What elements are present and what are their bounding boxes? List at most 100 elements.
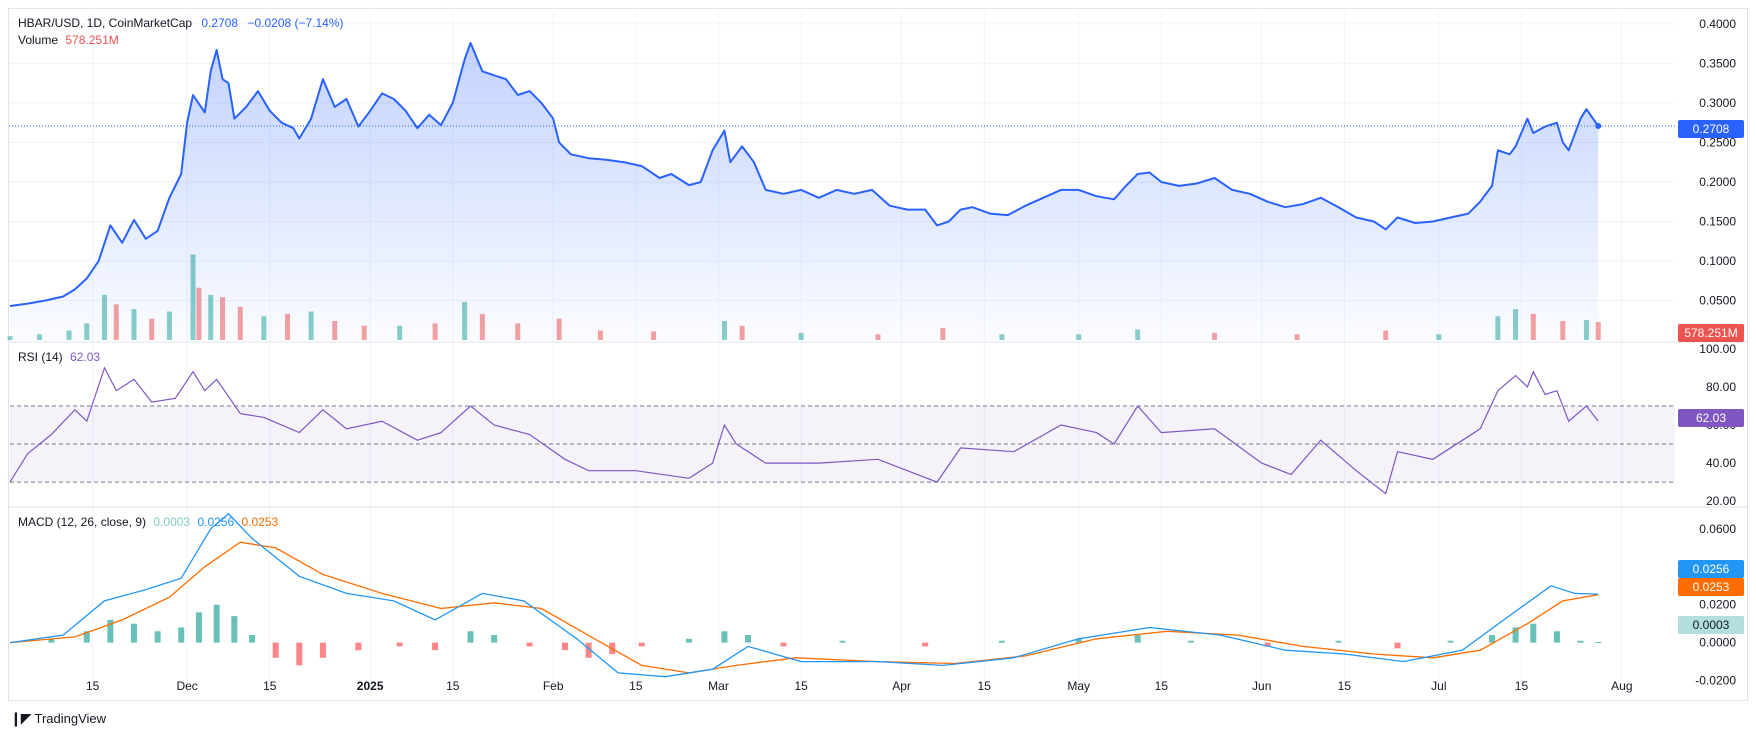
macd-hist-bar [1335,640,1342,643]
x-tick-label: May [1067,679,1090,693]
rsi-tick-label: 20.00 [1706,494,1736,508]
tradingview-logo-icon: ❙◤ [10,710,31,726]
x-tick-label: 15 [86,679,100,693]
rsi-tick-label: 80.00 [1706,380,1736,394]
macd-hist-bar [1264,642,1271,647]
rsi-badge: 62.03 [1678,409,1744,427]
macd-hist-bar [491,635,498,643]
macd-tick-label: -0.0200 [1695,674,1736,688]
price-tick-label: 0.3500 [1699,56,1736,70]
hist-badge: 0.0003 [1678,616,1744,634]
macd-hist-bar [526,642,533,647]
x-tick-label: 15 [1515,679,1529,693]
macd-hist-bar [1187,640,1194,643]
macd-legend[interactable]: MACD (12, 26, close, 9) 0.0003 0.0256 0.… [18,515,278,529]
price-tick-label: 0.1500 [1699,214,1736,228]
x-tick-label: 15 [978,679,992,693]
x-tick-label: Jul [1431,679,1446,693]
x-tick-label: 15 [794,679,808,693]
volume-label: Volume [18,33,59,47]
macd-hist-bar [998,640,1005,643]
macd-hist-bar [1447,640,1454,643]
price-tick-label: 0.1000 [1699,254,1736,268]
macd-hist-bar [1553,631,1560,643]
x-tick-label: 15 [629,679,643,693]
macd-badge: 0.0256 [1678,560,1744,578]
macd-tick-label: 0.0200 [1699,598,1736,612]
x-tick-label: 15 [1338,679,1352,693]
macd-hist-bar [1075,638,1082,643]
last-price: 0.2708 [201,16,239,30]
price-tick-label: 0.2500 [1699,135,1736,149]
macd-hist-bar [562,642,568,651]
macd-hist-bar [721,631,728,643]
price-legend[interactable]: HBAR/USD, 1D, CoinMarketCap 0.2708 −0.02… [18,16,344,30]
signal-badge: 0.0253 [1678,578,1744,596]
macd-tick-label: 0.0000 [1699,636,1736,650]
macd-hist-bar [780,642,787,647]
symbol-label: HBAR/USD, 1D, CoinMarketCap [18,16,193,30]
volume-bar [1595,321,1601,340]
macd-hist-bar [1394,642,1401,649]
macd-hist-bar [355,642,362,651]
macd-hist-bar [249,635,256,643]
macd-hist-bar [178,627,185,643]
price-badge: 0.2708 [1678,120,1744,138]
volume-badge: 578.251M [1678,324,1744,342]
x-tick-label: Mar [708,679,729,693]
macd-hist-bar [922,642,929,647]
macd-tick-label: 0.0600 [1699,522,1736,536]
macd-hist-bar [396,642,403,647]
macd-hist-bar [585,642,592,658]
rsi-tick-label: 40.00 [1706,456,1736,470]
macd-hist-bar [1134,635,1141,643]
last-price-point [1595,123,1602,130]
macd-hist-bar [296,642,303,666]
signal-line [9,541,1599,674]
x-tick-label: 2025 [357,679,384,693]
price-line [9,41,1600,307]
macd-hist-bar [48,638,55,643]
macd-hist-bar [195,612,202,643]
macd-hist-bar [231,616,238,643]
rsi-label: RSI (14) [18,350,63,364]
macd-hist-value: 0.0003 [153,515,191,529]
price-change: −0.0208 (−7.14%) [247,16,344,30]
macd-pane [9,512,1602,678]
macd-hist-bar [432,642,439,651]
macd-hist-bar [839,640,846,643]
macd-hist-bar [467,631,474,643]
macd-hist-bar [745,635,752,643]
rsi-value: 62.03 [70,350,101,364]
x-tick-label: 15 [1155,679,1169,693]
footer[interactable]: ❙◤ TradingView [10,710,106,727]
x-tick-label: Feb [543,679,564,693]
macd-hist-bar [1512,627,1519,643]
macd-hist-bar [107,619,114,643]
rsi-line [9,366,1599,495]
macd-hist-bar [1488,635,1495,643]
macd-hist-bar [1577,640,1584,643]
chart-frame [8,8,1748,701]
x-tick-label: Aug [1611,679,1632,693]
macd-hist-bar [83,631,90,643]
rsi-legend[interactable]: RSI (14) 62.03 [18,350,100,364]
macd-hist-bar [272,642,279,658]
macd-hist-bar [319,642,326,658]
rsi-pane [9,366,1675,495]
x-tick-label: Apr [892,679,911,693]
brand-label: TradingView [34,711,107,726]
x-tick-label: Jun [1252,679,1271,693]
macd-value: 0.0256 [197,515,235,529]
macd-line [9,512,1599,678]
price-tick-label: 0.3000 [1699,96,1736,110]
price-tick-label: 0.4000 [1699,17,1736,31]
macd-hist-bar [154,631,161,643]
macd-hist-bar [130,623,137,643]
macd-hist-bar [1595,642,1602,644]
volume-legend[interactable]: Volume 578.251M [18,33,119,47]
macd-signal-value: 0.0253 [241,515,279,529]
price-tick-label: 0.0500 [1699,293,1736,307]
macd-hist-bar [685,638,692,643]
